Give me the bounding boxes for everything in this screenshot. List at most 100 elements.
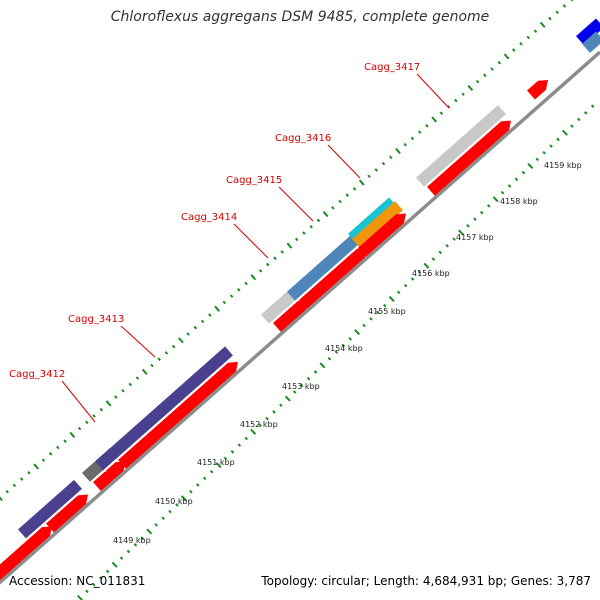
- tick-mark: [549, 144, 553, 148]
- tick-mark: [85, 589, 89, 594]
- tick-mark: [500, 190, 505, 195]
- tick-mark: [258, 423, 262, 427]
- tick-mark: [533, 29, 538, 33]
- tick-mark: [48, 452, 53, 456]
- tick-label-t4149: 4149 kbp: [113, 536, 151, 545]
- tick-mark: [294, 237, 299, 242]
- tick-mark: [439, 111, 444, 115]
- tick-mark: [354, 329, 361, 336]
- genome-summary-text: Topology: circular; Length: 4,684,931 bp…: [261, 574, 591, 588]
- cds-forward: [358, 213, 406, 257]
- tick-mark: [140, 536, 145, 540]
- tick-mark: [105, 400, 112, 407]
- cds-reverse: [18, 479, 82, 539]
- tick-mark: [237, 443, 242, 447]
- tick-mark: [237, 288, 241, 292]
- tick-mark: [570, 0, 574, 2]
- tick-mark: [209, 469, 214, 474]
- tick-label-t4154: 4154 kbp: [325, 344, 363, 353]
- tick-mark: [111, 561, 118, 568]
- tick-mark: [56, 445, 60, 450]
- leader-line-g3414: [233, 223, 269, 259]
- leader-line-g3412: [61, 380, 96, 423]
- tick-mark: [497, 60, 502, 65]
- tick-mark: [376, 310, 380, 315]
- tick-mark: [193, 325, 198, 330]
- tick-label-t4158: 4158 kbp: [500, 197, 538, 206]
- tick-mark: [438, 250, 443, 255]
- tick-mark: [121, 388, 125, 393]
- tick-mark: [141, 368, 148, 375]
- gene-grey: [261, 287, 300, 324]
- tick-mark: [475, 79, 480, 84]
- tick-mark: [19, 477, 24, 481]
- tick-mark: [279, 403, 283, 408]
- tick-mark: [492, 196, 499, 203]
- tick-mark: [410, 277, 415, 281]
- tick-mark: [358, 179, 365, 186]
- tick-mark: [180, 495, 187, 502]
- tick-mark: [244, 436, 249, 441]
- tick-mark: [490, 67, 494, 71]
- tick-mark: [548, 16, 552, 21]
- tick-mark: [507, 184, 512, 188]
- tick-mark: [322, 211, 329, 218]
- tick-mark: [362, 323, 366, 328]
- tick-mark: [222, 300, 227, 305]
- tick-mark: [99, 576, 103, 580]
- tick-mark: [381, 161, 386, 166]
- gene-orange-cagg3416: [352, 201, 403, 249]
- feature-track: [0, 18, 600, 582]
- tick-mark: [302, 231, 306, 235]
- tick-mark: [126, 549, 131, 554]
- tick-mark: [514, 177, 519, 182]
- gene-label-g3416: Cagg_3416: [275, 133, 331, 144]
- tick-mark: [316, 218, 321, 223]
- cds-reverse-cagg3413: [108, 346, 233, 459]
- tick-mark: [150, 363, 154, 368]
- tick-mark: [189, 489, 193, 494]
- tick-mark: [512, 48, 516, 52]
- tick-mark: [229, 294, 234, 298]
- tick-mark: [526, 35, 530, 40]
- tick-mark: [266, 262, 270, 267]
- tick-mark: [0, 496, 3, 502]
- tick-mark: [119, 556, 124, 560]
- tick-mark: [445, 243, 449, 248]
- gene-labels: Cagg_3412 Cagg_3413 Cagg_3414 Cagg_3415 Cagg…: [9, 62, 450, 423]
- tick-mark: [331, 206, 335, 210]
- tick-mark: [313, 370, 318, 374]
- gene-blue: [576, 18, 600, 46]
- cds-forward: [273, 300, 309, 332]
- tick-mark: [214, 305, 220, 312]
- tick-mark: [280, 250, 284, 254]
- tick-mark: [309, 224, 313, 229]
- tick-mark: [154, 523, 158, 527]
- tick-mark: [41, 458, 46, 462]
- tick-mark: [69, 431, 76, 438]
- tick-mark: [417, 270, 422, 275]
- tick-mark: [27, 470, 31, 475]
- tick-mark: [273, 256, 277, 261]
- tick-label-t4152: 4152 kbp: [240, 420, 278, 429]
- tick-mark: [200, 319, 205, 324]
- tick-mark: [299, 383, 304, 388]
- tick-mark: [473, 217, 477, 221]
- tick-mark: [33, 463, 40, 470]
- tick-mark: [178, 337, 184, 344]
- tick-mark: [431, 257, 436, 261]
- gene-label-g3417: Cagg_3417: [364, 62, 420, 73]
- gene-cyan-cagg3416: [348, 197, 397, 243]
- tick-mark: [383, 303, 387, 308]
- tick-mark: [250, 274, 257, 281]
- tick-mark: [480, 210, 484, 215]
- tick-mark: [367, 174, 371, 179]
- tick-mark: [583, 111, 588, 115]
- tick-mark: [114, 395, 118, 399]
- tick-mark: [146, 528, 153, 535]
- tick-mark: [202, 476, 207, 481]
- gene-label-g3415: Cagg_3415: [226, 175, 282, 186]
- tick-mark: [133, 543, 138, 547]
- leader-line-g3415: [278, 186, 314, 222]
- tick-mark: [535, 157, 539, 162]
